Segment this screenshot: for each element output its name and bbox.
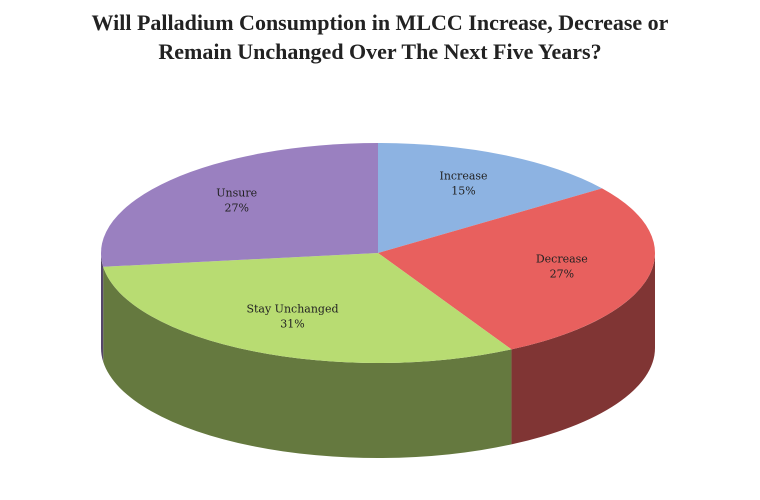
slice-label: Unsure (216, 187, 257, 200)
slice-side (101, 253, 104, 362)
slice-value-label: 15% (451, 184, 475, 197)
slice-label: Increase (439, 169, 487, 182)
slice (103, 253, 512, 364)
slice-label: Stay Unchanged (246, 303, 338, 316)
slice-side (103, 266, 512, 458)
chart-title: Will Palladium Consumption in MLCC Incre… (91, 10, 669, 64)
slice (378, 143, 603, 253)
slice-value-label: 27% (550, 267, 574, 280)
slice-side (511, 253, 655, 445)
slice-value-label: 27% (224, 202, 248, 215)
slice-label: Decrease (536, 252, 588, 265)
slice-value-label: 31% (280, 318, 304, 331)
slice (378, 188, 655, 350)
slice (101, 143, 378, 267)
